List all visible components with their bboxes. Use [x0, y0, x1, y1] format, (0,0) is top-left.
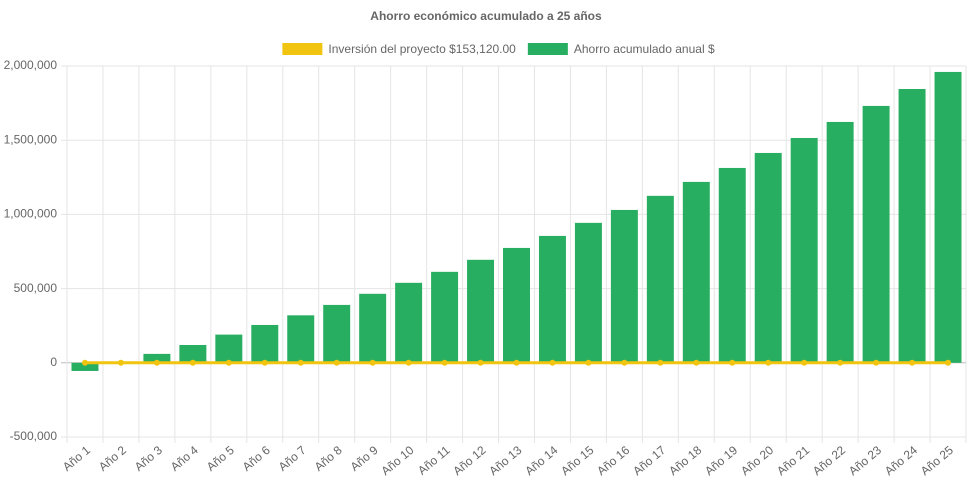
- x-tick-label: Año 20: [738, 443, 776, 478]
- line-point: [945, 359, 952, 366]
- line-point: [333, 359, 340, 366]
- y-tick-label: 1,000,000: [4, 207, 58, 221]
- line-point: [225, 359, 232, 366]
- y-tick-label: 0: [50, 355, 57, 369]
- y-tick-label: 1,500,000: [4, 132, 58, 146]
- bar: [503, 247, 530, 363]
- x-tick-label: Año 14: [522, 443, 560, 478]
- x-tick-label: Año 8: [312, 443, 345, 474]
- bar: [718, 167, 746, 363]
- bar: [251, 324, 279, 363]
- line-point: [297, 359, 304, 366]
- legend-item: Ahorro acumulado anual $: [527, 42, 715, 56]
- bar: [71, 362, 99, 371]
- bar: [431, 271, 459, 363]
- line-point: [117, 359, 124, 366]
- line-point: [261, 359, 268, 366]
- line-point: [513, 359, 520, 366]
- x-tick-label: Año 12: [450, 443, 488, 478]
- y-tick-label: -500,000: [10, 429, 58, 443]
- legend-swatch: [282, 43, 323, 55]
- x-tick-label: Año 25: [918, 443, 956, 478]
- x-tick-label: Año 19: [702, 443, 740, 478]
- x-tick-label: Año 5: [204, 443, 237, 474]
- line-point: [729, 359, 736, 366]
- line-point: [405, 359, 412, 366]
- bar: [287, 315, 315, 363]
- line-point: [621, 359, 628, 366]
- legend: Inversión del proyecto $153,120.00 Ahorro…: [282, 42, 715, 56]
- x-tick-label: Año 15: [558, 443, 596, 478]
- y-tick-label: 2,000,000: [4, 58, 58, 72]
- x-tick-label: Año 7: [276, 443, 309, 474]
- legend-label: Ahorro acumulado anual $: [574, 42, 715, 56]
- line-point: [369, 359, 376, 366]
- bar: [862, 105, 890, 363]
- x-tick-label: Año 9: [348, 443, 381, 474]
- x-tick-label: Año 3: [132, 443, 165, 474]
- x-tick-label: Año 23: [846, 443, 884, 478]
- x-tick-label: Año 17: [630, 443, 668, 478]
- bar: [754, 152, 782, 363]
- x-tick-label: Año 18: [666, 443, 704, 478]
- bar: [359, 293, 387, 363]
- x-tick-label: Año 2: [96, 443, 129, 474]
- legend-item: Inversión del proyecto $153,120.00: [282, 42, 516, 56]
- line-point: [81, 359, 88, 366]
- y-tick-label: 500,000: [14, 281, 58, 295]
- x-tick-label: Año 24: [882, 443, 920, 478]
- line-point: [153, 359, 160, 366]
- line-point: [693, 359, 700, 366]
- line-point: [657, 359, 664, 366]
- x-tick-label: Año 4: [168, 443, 201, 474]
- line-point: [837, 359, 844, 366]
- bar: [395, 282, 423, 363]
- line-point: [189, 359, 196, 366]
- bar: [934, 71, 962, 363]
- bar: [898, 89, 926, 363]
- line-point: [801, 359, 808, 366]
- bar: [610, 209, 638, 363]
- line-point: [873, 359, 880, 366]
- bar: [682, 181, 710, 363]
- bar: [538, 235, 566, 363]
- x-tick-label: Año 22: [810, 443, 848, 478]
- x-tick-label: Año 1: [60, 443, 93, 474]
- x-tick-label: Año 11: [415, 443, 453, 478]
- line-point: [549, 359, 556, 366]
- line-point: [909, 359, 916, 366]
- bar: [646, 195, 674, 363]
- bar: [215, 334, 243, 363]
- bar: [826, 121, 854, 363]
- bar: [179, 344, 207, 363]
- line-point: [477, 359, 484, 366]
- bar: [790, 137, 818, 363]
- line-point: [441, 359, 448, 366]
- x-tick-label: Año 10: [378, 443, 416, 478]
- x-tick-label: Año 13: [486, 443, 524, 478]
- x-tick-label: Año 16: [594, 443, 632, 478]
- bar: [574, 222, 602, 363]
- bar: [467, 259, 495, 363]
- legend-swatch: [527, 43, 568, 55]
- x-tick-label: Año 6: [240, 443, 273, 474]
- bar: [323, 304, 351, 363]
- legend-label: Inversión del proyecto $153,120.00: [328, 42, 516, 56]
- line-point: [585, 359, 592, 366]
- chart-title: Ahorro económico acumulado a 25 años: [370, 9, 602, 23]
- line-point: [765, 359, 772, 366]
- x-tick-label: Año 21: [774, 443, 812, 478]
- bar: [143, 353, 171, 363]
